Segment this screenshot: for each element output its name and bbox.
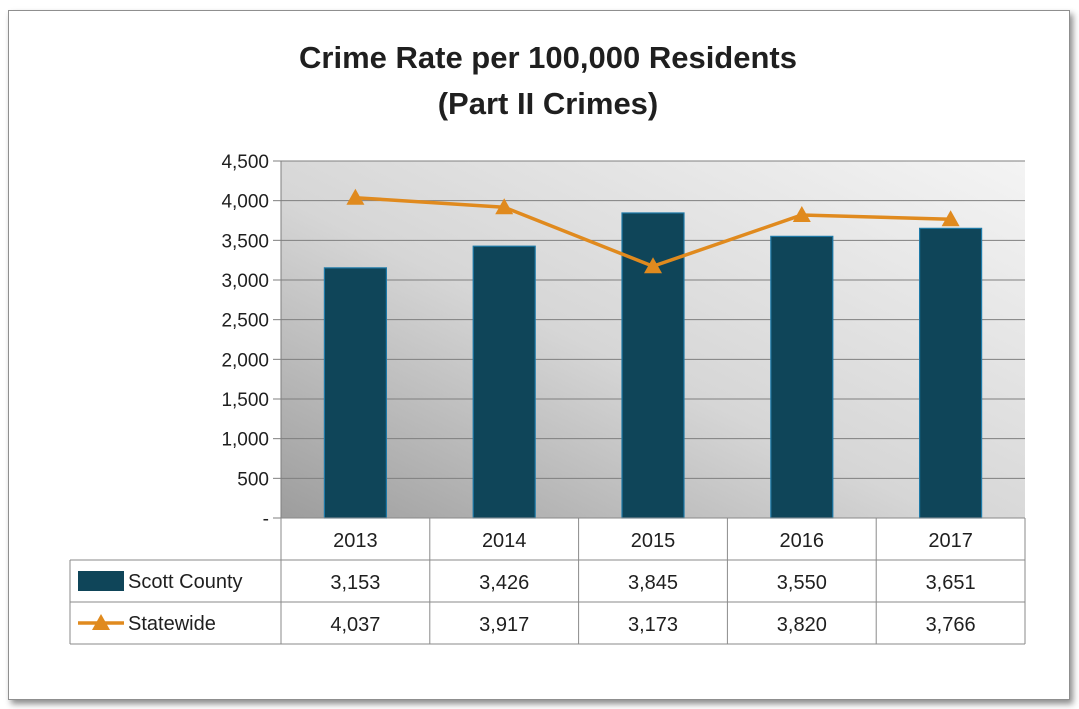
bar-scott-county-2014 xyxy=(472,245,536,519)
bar-scott-county-2013 xyxy=(323,267,387,519)
data-table-cell: 3,550 xyxy=(777,572,827,594)
legend-label: Scott County xyxy=(128,571,243,593)
x-tick-label: 2015 xyxy=(631,530,676,552)
y-tick-label: 2,500 xyxy=(221,311,269,332)
y-tick-label: 4,500 xyxy=(221,152,269,173)
y-tick-label: 1,000 xyxy=(221,430,269,451)
legend-swatch-statewide-marker xyxy=(92,614,110,630)
data-table-cell: 3,820 xyxy=(777,614,827,636)
y-tick-label: 3,000 xyxy=(221,271,269,292)
x-tick-label: 2016 xyxy=(780,530,825,552)
statewide-marker-2013 xyxy=(346,188,365,205)
y-tick-label: 3,500 xyxy=(221,231,269,252)
y-tick-label: 4,000 xyxy=(221,192,269,213)
chart-title-line: (Part II Crimes) xyxy=(438,86,659,121)
x-tick-label: 2014 xyxy=(482,530,527,552)
y-tick-label: 2,000 xyxy=(221,350,269,371)
data-table-cell: 3,766 xyxy=(926,614,976,636)
data-table-cell: 3,153 xyxy=(330,572,380,594)
x-tick-label: 2013 xyxy=(333,530,378,552)
statewide-marker-2014 xyxy=(495,198,514,215)
data-table-cell: 3,426 xyxy=(479,572,529,594)
y-tick-label: 1,500 xyxy=(221,390,269,411)
legend-label: Statewide xyxy=(128,613,216,635)
data-table-cell: 4,037 xyxy=(330,614,380,636)
statewide-marker-2015 xyxy=(644,257,662,274)
data-table-cell: 3,651 xyxy=(926,572,976,594)
statewide-marker-2017 xyxy=(941,210,960,227)
x-tick-label: 2017 xyxy=(928,530,973,552)
data-table-cell: 3,845 xyxy=(628,572,678,594)
y-tick-label: 500 xyxy=(237,469,269,490)
data-table-cell: 3,917 xyxy=(479,614,529,636)
legend-swatch-scott-county xyxy=(78,571,124,591)
chart-title-line: Crime Rate per 100,000 Residents xyxy=(299,40,797,75)
bar-scott-county-2016 xyxy=(770,235,834,519)
bar-scott-county-2017 xyxy=(918,227,983,519)
statewide-marker-2016 xyxy=(792,205,811,222)
data-table-cell: 3,173 xyxy=(628,614,678,636)
y-tick-label: - xyxy=(263,509,269,530)
